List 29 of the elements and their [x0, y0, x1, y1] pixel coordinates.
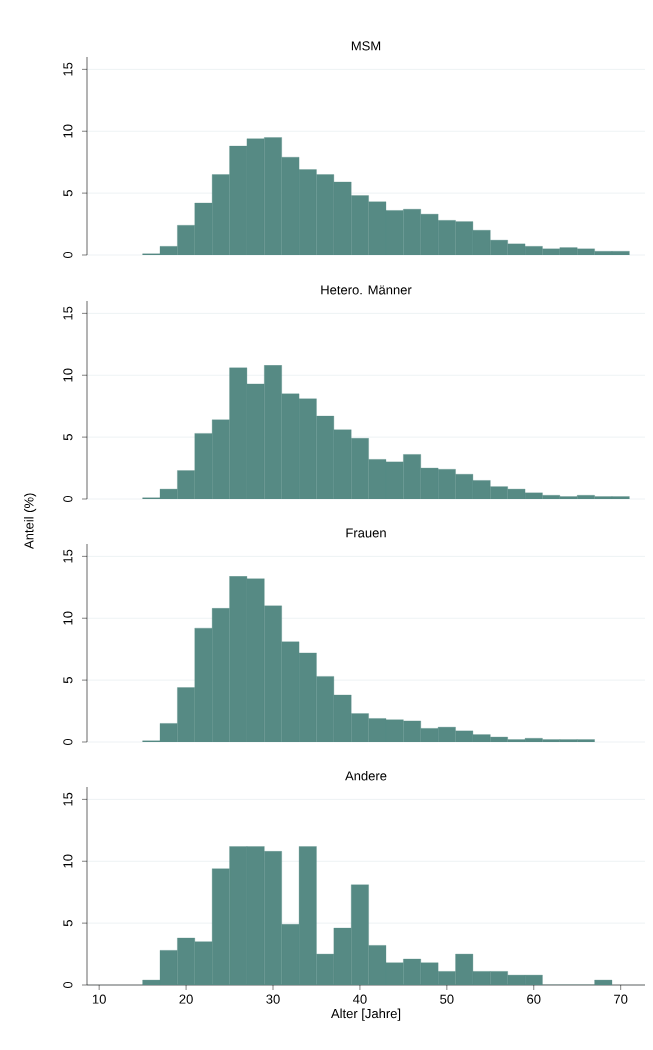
y-tick-label: 15 — [63, 792, 73, 806]
y-tick-label: 5 — [63, 434, 73, 441]
y-tick-label: 10 — [63, 124, 73, 138]
chart-title: Andere — [345, 770, 387, 781]
x-tick-label: 50 — [440, 994, 454, 1004]
y-tick-label: 10 — [63, 611, 73, 625]
y-tick-label: 5 — [63, 677, 73, 684]
x-axis-title: Alter [Jahre] — [330, 1008, 401, 1021]
y-tick-label: 0 — [63, 251, 73, 259]
x-tick-label: 40 — [352, 994, 367, 1004]
y-tick-label: 15 — [63, 549, 73, 563]
y-tick-label: 5 — [63, 920, 73, 927]
y-tick-label: 10 — [63, 854, 73, 868]
x-tick-label: 20 — [179, 994, 193, 1004]
y-tick-label: 15 — [63, 62, 73, 76]
y-tick-label: 15 — [63, 306, 73, 320]
y-tick-label: 5 — [63, 190, 73, 197]
y-tick-label: 0 — [63, 981, 73, 989]
x-tick-label: 70 — [614, 994, 628, 1004]
y-tick-label: 0 — [63, 495, 73, 503]
chart-title: Hetero. Männer — [321, 285, 412, 295]
x-tick-label: 10 — [92, 994, 106, 1004]
y-axis-title: Anteil (%) — [24, 493, 37, 549]
chart-title: MSM — [351, 41, 381, 51]
x-tick-label: 30 — [266, 994, 280, 1004]
y-tick-label: 10 — [63, 368, 73, 382]
y-tick-label: 0 — [63, 738, 73, 746]
chart-title: Frauen — [346, 528, 386, 538]
x-tick-label: 60 — [527, 994, 541, 1004]
